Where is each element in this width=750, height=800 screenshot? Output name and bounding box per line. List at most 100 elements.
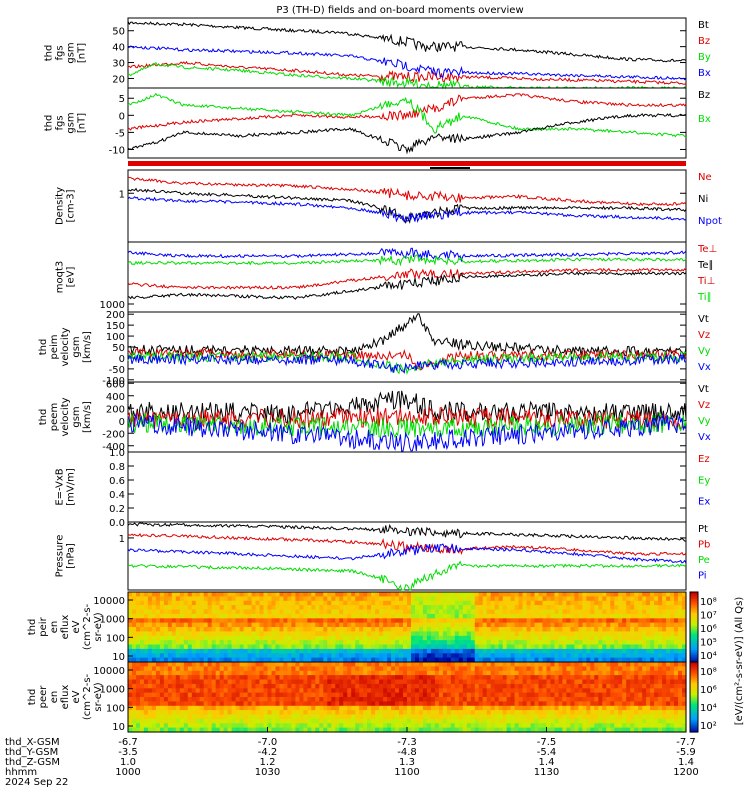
heat-cell — [379, 723, 384, 729]
heat-cell — [195, 605, 201, 611]
heat-cell — [155, 657, 161, 663]
heat-cell — [263, 714, 269, 720]
heat-cell — [207, 714, 213, 720]
heat-cell — [383, 631, 388, 637]
heat-cell — [199, 670, 205, 676]
heat-cell — [136, 710, 141, 716]
heat-cell — [367, 670, 372, 676]
heat-cell — [411, 666, 416, 672]
heat-cell — [594, 683, 599, 689]
heat-cell — [426, 622, 432, 628]
heat-cell — [470, 627, 476, 632]
heat-cell — [136, 670, 141, 676]
heat-cell — [682, 662, 687, 667]
heat-cell — [606, 662, 611, 667]
heat-cell — [351, 627, 356, 632]
heat-cell — [526, 605, 532, 611]
heat-cell — [458, 710, 464, 716]
heat-cell — [143, 605, 149, 611]
heat-cell — [578, 701, 583, 707]
heat-cell — [343, 714, 348, 720]
heat-cell — [391, 705, 396, 711]
heat-cell — [462, 613, 468, 619]
heat-cell — [143, 609, 149, 615]
heat-cell — [514, 670, 520, 676]
heat-cell — [638, 723, 643, 729]
heat-cell — [411, 714, 416, 720]
heat-cell — [195, 670, 201, 676]
heat-cell — [147, 640, 153, 646]
heat-cell — [630, 640, 635, 646]
heat-cell — [335, 635, 340, 641]
colorbar-electron-swatch — [690, 672, 698, 675]
heat-cell — [367, 666, 372, 672]
heat-cell — [155, 710, 161, 716]
heat-cell — [634, 697, 639, 702]
heat-cell — [128, 613, 133, 619]
heat-cell — [574, 605, 579, 611]
heat-cell — [462, 727, 468, 733]
heat-cell — [546, 688, 552, 694]
heat-cell — [598, 718, 603, 724]
heat-cell — [550, 683, 556, 689]
heat-cell — [430, 723, 436, 729]
heat-cell — [506, 710, 512, 716]
heat-cell — [219, 600, 225, 606]
heat-cell — [666, 644, 671, 650]
heat-cell — [327, 622, 332, 628]
heat-cell — [578, 714, 583, 720]
heat-cell — [454, 679, 460, 685]
heat-cell — [395, 644, 400, 650]
heat-cell — [359, 640, 364, 646]
heat-cell — [606, 627, 611, 632]
heat-cell — [255, 635, 261, 641]
heat-cell — [634, 644, 639, 650]
heat-cell — [303, 618, 308, 624]
heat-cell — [502, 627, 508, 632]
heat-cell — [147, 675, 153, 681]
heat-cell — [263, 592, 269, 597]
xaxis-value: 1.0 — [120, 757, 136, 768]
heat-cell — [239, 688, 245, 694]
heat-cell — [255, 662, 261, 667]
heat-cell — [399, 714, 404, 720]
heat-cell — [550, 613, 556, 619]
heat-cell — [638, 592, 643, 597]
heat-cell — [347, 635, 352, 641]
heat-cell — [331, 613, 336, 619]
heat-cell — [482, 644, 488, 650]
heat-cell — [271, 679, 277, 685]
heat-cell — [654, 697, 659, 702]
heat-cell — [578, 605, 583, 611]
heat-cell — [331, 670, 336, 676]
heat-cell — [634, 635, 639, 641]
heat-cell — [195, 727, 201, 733]
heat-cell — [662, 710, 667, 716]
heat-cell — [175, 670, 181, 676]
heat-cell — [582, 640, 587, 646]
heat-cell — [682, 605, 687, 611]
heat-cell — [347, 605, 352, 611]
heat-cell — [514, 697, 520, 702]
heat-cell — [586, 692, 591, 698]
heat-cell — [422, 618, 428, 624]
heat-cell — [307, 675, 312, 681]
heat-cell — [355, 635, 360, 641]
heat-cell — [506, 609, 512, 615]
heat-cell — [255, 618, 261, 624]
heat-cell — [219, 635, 225, 641]
heat-cell — [387, 653, 392, 659]
heat-cell — [163, 710, 169, 716]
heat-cell — [147, 683, 153, 689]
heat-cell — [171, 618, 177, 624]
heat-cell — [610, 683, 615, 689]
heat-cell — [331, 618, 336, 624]
heat-cell — [490, 662, 496, 667]
heat-cell — [311, 609, 316, 615]
heat-cell — [132, 670, 137, 676]
heat-cell — [219, 710, 225, 716]
heat-cell — [187, 718, 193, 724]
heat-cell — [602, 727, 607, 733]
heat-cell — [646, 666, 651, 672]
heat-cell — [602, 596, 607, 602]
